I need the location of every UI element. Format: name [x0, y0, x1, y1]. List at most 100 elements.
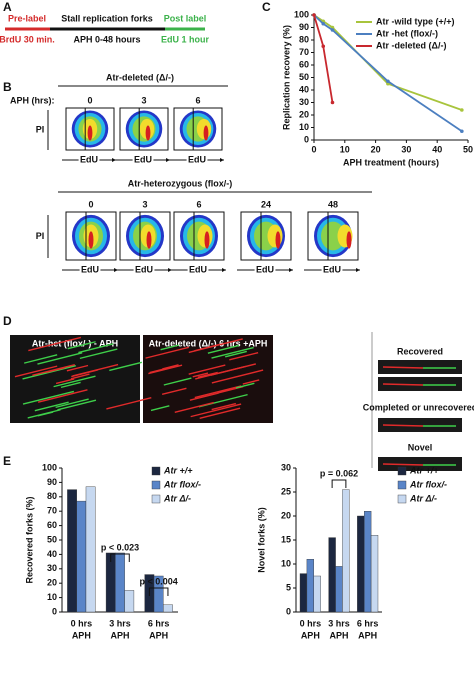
point: [312, 13, 316, 17]
panel-letter: C: [262, 0, 271, 14]
panel-letter: E: [3, 454, 11, 468]
y-tick-label: 10: [47, 592, 57, 602]
fiber: [211, 369, 264, 384]
y-tick-label: 20: [281, 510, 291, 520]
group-title: Atr-deleted (Δ/-): [106, 72, 174, 82]
legend-label: Atr Δ/-: [163, 493, 191, 503]
bar: [342, 489, 350, 613]
bar: [335, 566, 343, 613]
bar: [67, 489, 77, 613]
fiber: [211, 346, 254, 359]
fiber-image: [378, 377, 462, 391]
plot-frame: [173, 211, 225, 261]
y-tick-label: 30: [299, 97, 309, 107]
legend-swatch: [151, 494, 161, 504]
fiber: [162, 364, 179, 370]
label: Post label: [164, 13, 207, 23]
arrow-head: [220, 158, 224, 162]
arrow-head: [356, 268, 360, 272]
bar: [124, 590, 135, 613]
bar: [306, 559, 314, 613]
x-axis-label: EdU: [189, 264, 207, 274]
y-tick-label: 5: [286, 582, 291, 592]
arrow-head: [289, 268, 293, 272]
x-tick-label: 3 hrs: [109, 618, 131, 628]
plot-frame: [119, 107, 169, 151]
y-tick-label: 90: [47, 477, 57, 487]
x-tick-label: 0 hrs: [71, 618, 93, 628]
point: [460, 129, 464, 134]
fiber: [28, 336, 82, 352]
x-tick-label: 10: [340, 144, 350, 154]
fiber: [382, 424, 424, 427]
fiber: [32, 364, 75, 377]
fiber: [382, 463, 424, 466]
time-label: 3: [142, 199, 147, 209]
x-axis-label: EdU: [80, 154, 98, 164]
fiber: [192, 372, 209, 378]
fiber: [188, 338, 243, 354]
x-axis-label: EdU: [256, 264, 274, 274]
point: [330, 28, 335, 32]
plot-frame: [65, 107, 115, 151]
fiber: [188, 364, 226, 375]
fiber: [53, 375, 96, 388]
fiber: [78, 343, 114, 354]
image-title: Atr-het (flox/-) - APH: [32, 338, 118, 348]
fiber: [79, 348, 118, 360]
legend-label: Atr +/+: [163, 465, 193, 475]
label: Completed or unrecovered: [363, 402, 474, 412]
fiber: [242, 379, 260, 385]
y-tick-label: 100: [294, 9, 309, 19]
fiber: [174, 401, 214, 414]
x-tick-label: APH: [329, 630, 348, 640]
fiber: [145, 346, 189, 359]
label: BrdU 30 min.: [0, 34, 55, 44]
bar: [299, 573, 308, 613]
fiber: [55, 398, 89, 409]
y-tick-label: 0: [52, 606, 57, 616]
x-tick-label: 30: [401, 144, 411, 154]
density: [146, 231, 152, 249]
y-axis-label: PI: [36, 124, 45, 134]
bracket: [331, 479, 347, 488]
x-axis-label: EdU: [323, 264, 341, 274]
fiber: [106, 397, 152, 410]
point: [321, 44, 326, 49]
x-axis-title: APH treatment (hours): [343, 157, 439, 167]
x-tick-label: APH: [301, 630, 320, 640]
x-tick-label: 50: [463, 144, 473, 154]
x-tick-label: 3 hrs: [328, 618, 350, 628]
time-label: 6: [195, 95, 200, 105]
bar: [76, 500, 87, 613]
point: [321, 21, 326, 26]
plot-frame: [173, 107, 223, 151]
density: [321, 221, 345, 251]
fiber: [70, 373, 90, 380]
time-label: 24: [261, 199, 271, 209]
y-tick-label: 50: [299, 72, 309, 82]
y-tick-label: 30: [47, 563, 57, 573]
x-tick-label: 0: [311, 144, 316, 154]
plot-frame: [65, 211, 117, 261]
fiber-image: [378, 418, 462, 432]
bracket: [110, 553, 130, 562]
density: [346, 231, 352, 249]
y-tick-label: 50: [47, 534, 57, 544]
fiber: [55, 378, 75, 385]
fiber: [190, 403, 242, 418]
fiber: [148, 364, 183, 375]
density: [88, 231, 94, 249]
x-axis-label: EdU: [188, 154, 206, 164]
y-tick-label: 60: [47, 520, 57, 530]
bar: [313, 575, 321, 613]
y-tick-label: 20: [47, 578, 57, 588]
fiber: [211, 402, 237, 411]
x-tick-label: APH: [149, 630, 168, 640]
fiber: [199, 407, 241, 419]
fiber: [23, 354, 58, 364]
legend-swatch: [397, 480, 407, 490]
y-tick-label: 100: [42, 462, 57, 472]
fiber: [382, 383, 424, 386]
